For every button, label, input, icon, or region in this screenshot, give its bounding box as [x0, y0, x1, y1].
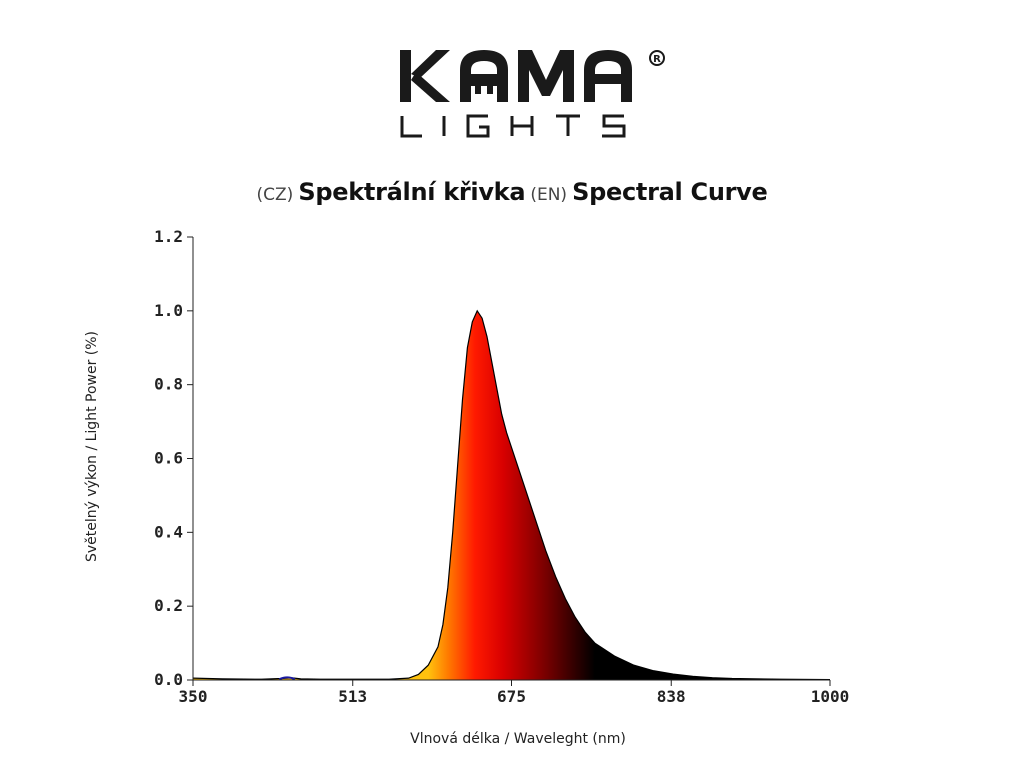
kama-lights-logo: R — [400, 50, 665, 138]
y-tick-label: 0.4 — [154, 522, 183, 541]
svg-text:R: R — [653, 54, 661, 65]
x-tick-label: 675 — [497, 687, 526, 706]
title-en-text: Spectral Curve — [572, 178, 768, 206]
y-tick-label: 1.0 — [154, 301, 183, 320]
y-tick-label: 0.8 — [154, 375, 183, 394]
x-tick-label: 350 — [179, 687, 208, 706]
axes: 0.0 0.2 0.4 0.6 0.8 1.0 1.2 350 513 675 838 1000 — [154, 227, 849, 706]
x-tick-label: 838 — [657, 687, 686, 706]
title-cz-text: Spektrální křivka — [298, 178, 526, 206]
spectrum-line — [192, 309, 831, 681]
spectrum-area — [193, 310, 830, 680]
logo-wordmark: R — [400, 50, 665, 102]
y-tick-label: 1.2 — [154, 227, 183, 246]
title-en-tag: (EN) — [530, 185, 568, 205]
y-tick-label: 0.2 — [154, 596, 183, 615]
y-axis-label: Světelný výkon / Light Power (%) — [84, 331, 100, 562]
blue-peak — [278, 676, 296, 681]
y-tick-label: 0.6 — [154, 449, 183, 468]
x-tick-label: 1000 — [811, 687, 850, 706]
x-tick-label: 513 — [338, 687, 367, 706]
chart-title: (CZ) Spektrální křivka (EN) Spectral Cur… — [0, 178, 1024, 206]
plot-area — [192, 309, 831, 681]
x-axis-label: Vlnová délka / Waveleght (nm) — [410, 731, 626, 747]
logo-subline — [400, 114, 626, 138]
title-cz-tag: (CZ) — [256, 185, 294, 205]
y-tick-label: 0.0 — [154, 670, 183, 689]
